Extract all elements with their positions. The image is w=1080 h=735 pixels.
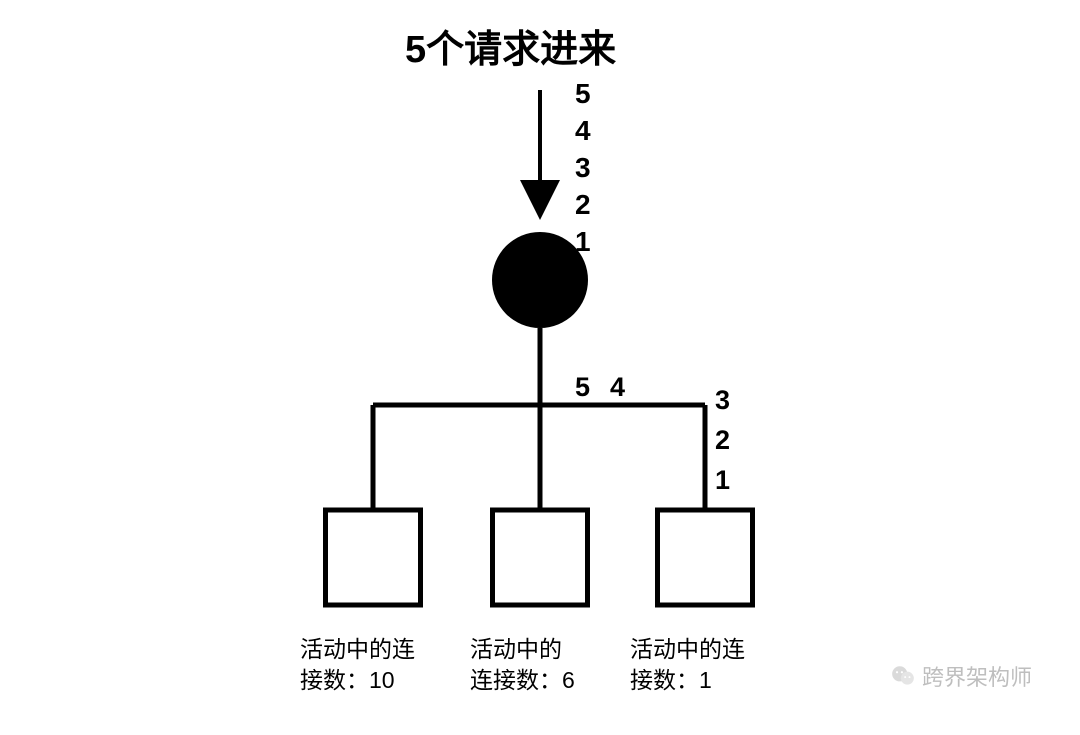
hbar-side-count-1: 1: [715, 465, 730, 496]
arrow-count-1: 1: [575, 226, 591, 258]
arrow-count-2: 2: [575, 189, 591, 221]
hbar-top-count-5: 5: [575, 372, 590, 403]
arrow-count-5: 5: [575, 78, 591, 110]
dispatcher-node: [492, 232, 588, 328]
hbar-top-count-4: 4: [610, 372, 625, 403]
arrow-count-3: 3: [575, 152, 591, 184]
arrow-count-4: 4: [575, 115, 591, 147]
server-box-1: [326, 510, 421, 605]
box-label-line1: 活动中的连: [300, 634, 415, 665]
watermark-text: 跨界架构师: [922, 660, 1032, 692]
box-label-line1: 活动中的: [470, 634, 575, 665]
box-label-line2: 接数：1: [630, 665, 745, 696]
server-box-2: [493, 510, 588, 605]
box-label-1: 活动中的连接数：10: [300, 634, 415, 696]
diagram-canvas: 5个请求进来 54321 54 321 活动中的连接数：10活动中的连接数：6活…: [0, 0, 1080, 735]
wechat-icon: [890, 663, 916, 689]
watermark: 跨界架构师: [890, 660, 1032, 692]
hbar-side-count-2: 2: [715, 425, 730, 456]
hbar-side-count-3: 3: [715, 385, 730, 416]
box-label-line2: 接数：10: [300, 665, 415, 696]
box-label-line1: 活动中的连: [630, 634, 745, 665]
server-box-3: [658, 510, 753, 605]
box-label-line2: 连接数：6: [470, 665, 575, 696]
diagram-svg: [0, 0, 1080, 735]
box-label-2: 活动中的连接数：6: [470, 634, 575, 696]
box-label-3: 活动中的连接数：1: [630, 634, 745, 696]
